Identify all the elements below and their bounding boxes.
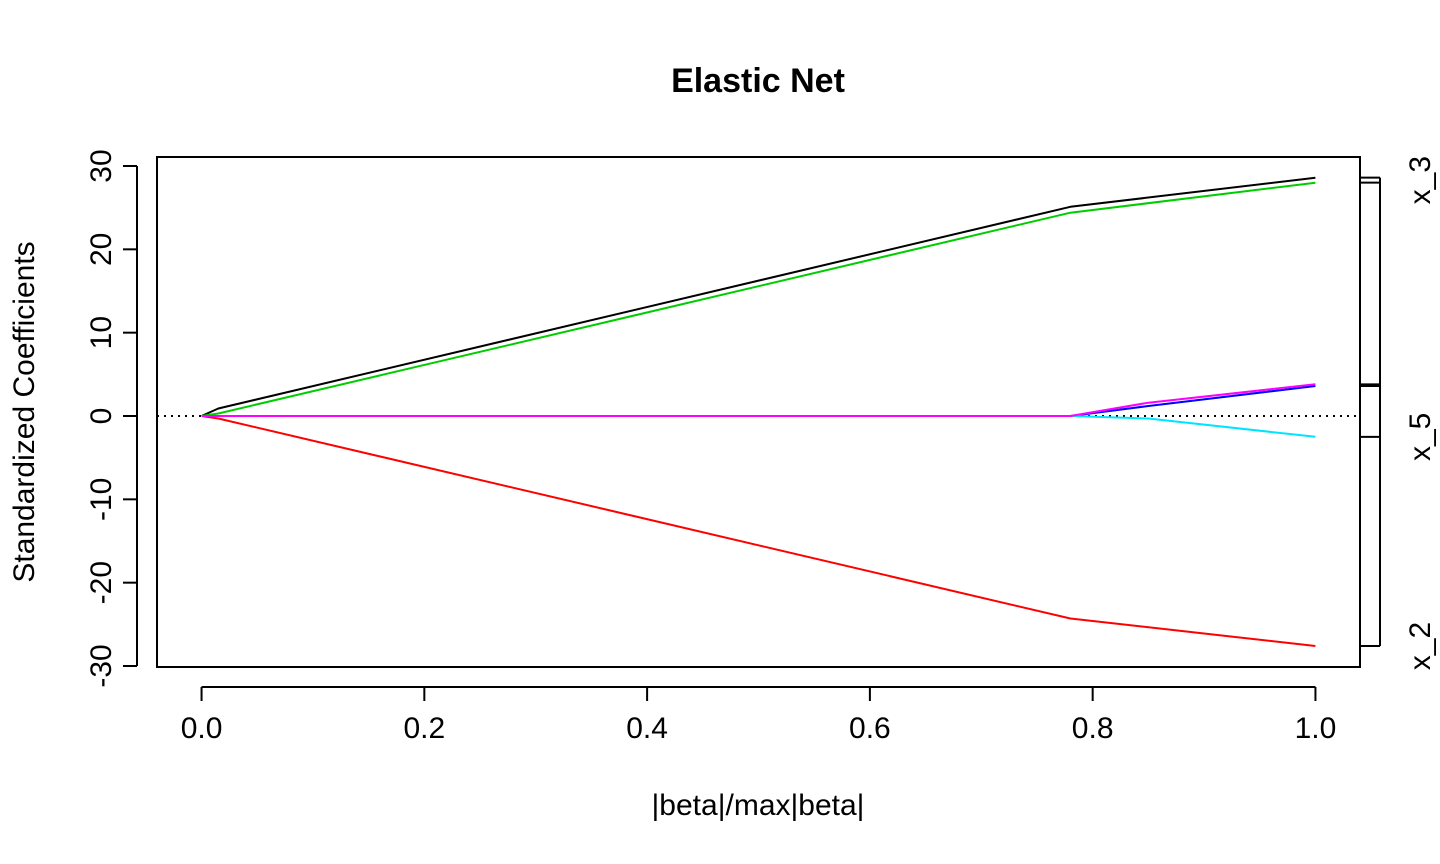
- y-tick-label: 20: [85, 233, 118, 266]
- y-tick-label: -20: [85, 561, 118, 604]
- chart-title: Elastic Net: [671, 62, 845, 100]
- coefficient-path: [201, 415, 1316, 647]
- x-tick-label: 0.6: [849, 712, 891, 745]
- y-tick-label: -30: [85, 644, 118, 687]
- x-tick-label: 0.4: [626, 712, 668, 745]
- coefficient-path: [201, 181, 1316, 417]
- coefficient-path: [201, 415, 1316, 438]
- y-tick-label: -10: [85, 478, 118, 521]
- plot-frame: [156, 156, 1361, 668]
- x-tick-label: 0.2: [403, 712, 445, 745]
- plot-layer: 0.0 0.2 0.4 0.6 0.8 1.0 -30 -20 -10 0 10 20 30 x_3 x_5…: [85, 149, 1437, 745]
- right-axis-label: x_2: [1404, 622, 1437, 670]
- x-tick-label: 1.0: [1295, 712, 1337, 745]
- y-tick-label: 10: [85, 316, 118, 349]
- right-axis-label: x_5: [1404, 413, 1437, 461]
- coefficient-path: [201, 385, 1316, 417]
- coefficient-path: [201, 176, 1316, 417]
- right-axis-label: x_3: [1404, 156, 1437, 204]
- y-tick-label: 0: [85, 408, 118, 425]
- x-axis-label: |beta|/max|beta|: [652, 789, 865, 822]
- y-tick-label: 30: [85, 149, 118, 182]
- y-axis-label: Standardized Coefficients: [8, 241, 41, 582]
- coefficient-path: [201, 383, 1316, 417]
- x-tick-label: 0.0: [181, 712, 223, 745]
- x-tick-label: 0.8: [1072, 712, 1114, 745]
